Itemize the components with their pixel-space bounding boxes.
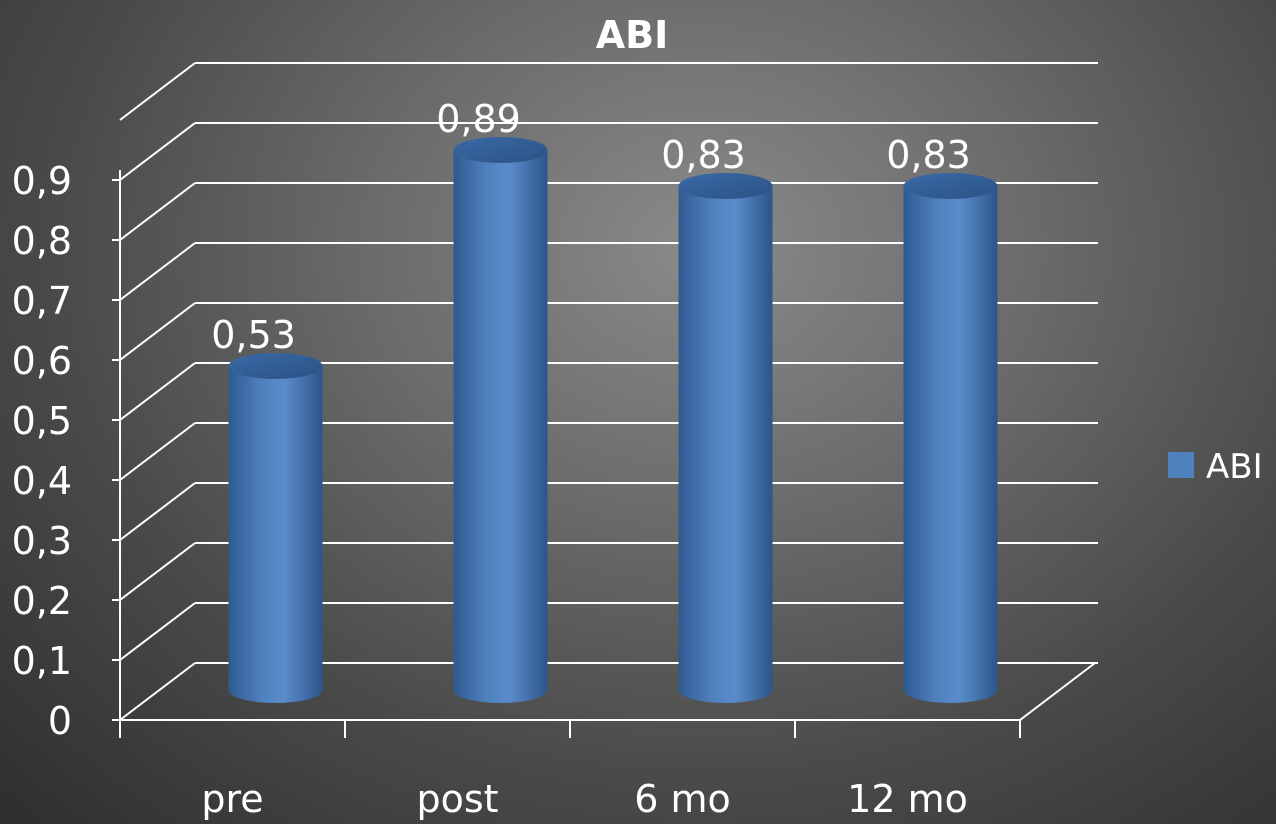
bar	[228, 353, 323, 703]
gridline-diagonal	[119, 482, 196, 541]
y-tick-label: 0,9	[12, 159, 72, 203]
y-tick-label: 0	[48, 699, 72, 743]
y-tick-label: 0,4	[12, 459, 72, 503]
data-label: 0,53	[211, 313, 296, 357]
legend-label: ABI	[1206, 447, 1263, 487]
chart-title: ABI	[596, 13, 669, 57]
gridline-diagonal	[119, 422, 196, 481]
bar-body	[228, 366, 323, 703]
y-tick-label: 0,8	[12, 219, 72, 263]
gridline-diagonal	[119, 662, 196, 721]
y-tick-label: 0,3	[12, 519, 72, 563]
axes	[112, 170, 1096, 738]
y-tick-label: 0,2	[12, 579, 72, 623]
gridline-diagonal	[119, 122, 196, 181]
x-tick-labels: pre post 6 mo 12 mo	[201, 777, 968, 821]
data-labels: 0,53 0,89 0,83 0,83	[211, 97, 971, 357]
gridline-diagonal	[119, 602, 196, 661]
bar-top	[453, 137, 548, 163]
bar-body	[903, 186, 998, 703]
bar-body	[678, 186, 773, 703]
data-label: 0,83	[886, 133, 971, 177]
y-tick-label: 0,7	[12, 279, 72, 323]
bar	[903, 173, 998, 703]
x-tick-label: pre	[201, 777, 263, 821]
gridline-diagonal	[119, 542, 196, 601]
gridline-diagonal	[119, 242, 196, 301]
y-tick-labels: 0 0,1 0,2 0,3 0,4 0,5 0,6 0,7 0,8 0,9	[12, 159, 72, 743]
bar-top	[903, 173, 998, 199]
y-tick-label: 0,1	[12, 639, 72, 683]
bar-body	[453, 150, 548, 703]
gridline-diagonal	[119, 62, 196, 121]
gridline-diagonal	[119, 182, 196, 241]
bars	[228, 137, 998, 703]
bar-top	[228, 353, 323, 379]
gridline-diagonal	[119, 302, 196, 361]
x-tick-label: 6 mo	[634, 777, 731, 821]
legend-swatch	[1168, 452, 1194, 478]
bar	[453, 137, 548, 703]
x-tick-label: 12 mo	[847, 777, 968, 821]
legend: ABI	[1168, 447, 1263, 487]
data-label: 0,83	[661, 133, 746, 177]
data-label: 0,89	[436, 97, 521, 141]
bar	[678, 173, 773, 703]
y-tick-label: 0,6	[12, 339, 72, 383]
gridline-diagonal	[119, 362, 196, 421]
bar-top	[678, 173, 773, 199]
y-tick-label: 0,5	[12, 399, 72, 443]
x-tick-label: post	[416, 777, 498, 821]
